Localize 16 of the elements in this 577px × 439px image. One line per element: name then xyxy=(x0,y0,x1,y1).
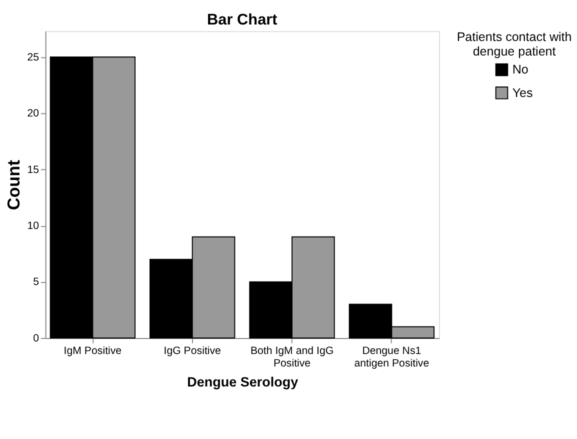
legend-title: Patients contact with dengue patient xyxy=(456,30,572,58)
y-tick-label: 15 xyxy=(27,164,40,176)
y-tick-label: 0 xyxy=(33,332,40,344)
x-tick-label: IgG Positive xyxy=(164,344,222,357)
y-tick-label: 25 xyxy=(27,51,40,64)
y-tick-label: 10 xyxy=(27,220,40,232)
x-tick-label: Both IgM and IgG Positive xyxy=(250,344,334,370)
x-tick-label: IgM Positive xyxy=(64,344,122,357)
x-tick-label: Dengue Ns1 antigen Positive xyxy=(354,344,430,370)
x-axis-title: Dengue Serology xyxy=(187,374,299,390)
y-tick-label: 5 xyxy=(33,276,40,288)
chart-title: Bar Chart xyxy=(207,11,278,28)
legend-label: Yes xyxy=(512,86,533,100)
y-axis-title: Count xyxy=(4,160,24,210)
y-tick-label: 20 xyxy=(27,108,40,120)
legend-label: No xyxy=(512,62,528,77)
